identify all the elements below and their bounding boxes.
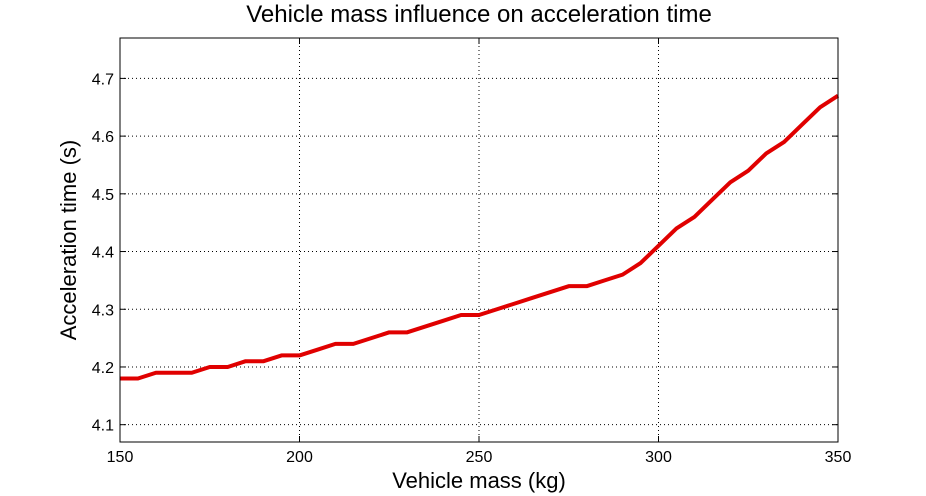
x-tick-label: 250 [466, 449, 493, 466]
y-tick-label: 4.5 [92, 187, 114, 204]
y-tick-label: 4.3 [92, 302, 114, 319]
plot-frame [119, 37, 839, 443]
y-tick-label: 4.7 [92, 71, 114, 88]
y-tick-label: 4.2 [92, 360, 114, 377]
x-tick-label: 200 [286, 449, 313, 466]
data-series [120, 94, 840, 381]
x-tick-label: 350 [825, 449, 852, 466]
y-tick-labels: 4.1 4.2 4.3 4.4 4.5 4.6 4.7 [92, 71, 114, 434]
x-axis-label: Vehicle mass (kg) [392, 468, 566, 493]
x-tick-labels: 150 200 250 300 350 [107, 449, 852, 466]
chart-title: Vehicle mass influence on acceleration t… [246, 1, 712, 28]
y-axis-label: Acceleration time (s) [56, 140, 81, 341]
x-tick-label: 300 [645, 449, 672, 466]
x-tick-label: 150 [107, 449, 134, 466]
y-tick-label: 4.1 [92, 418, 114, 435]
series-line [120, 94, 840, 381]
grid-lines [120, 38, 838, 442]
y-tick-label: 4.6 [92, 129, 114, 146]
y-tick-label: 4.4 [92, 245, 114, 262]
axis-ticks [119, 38, 839, 442]
